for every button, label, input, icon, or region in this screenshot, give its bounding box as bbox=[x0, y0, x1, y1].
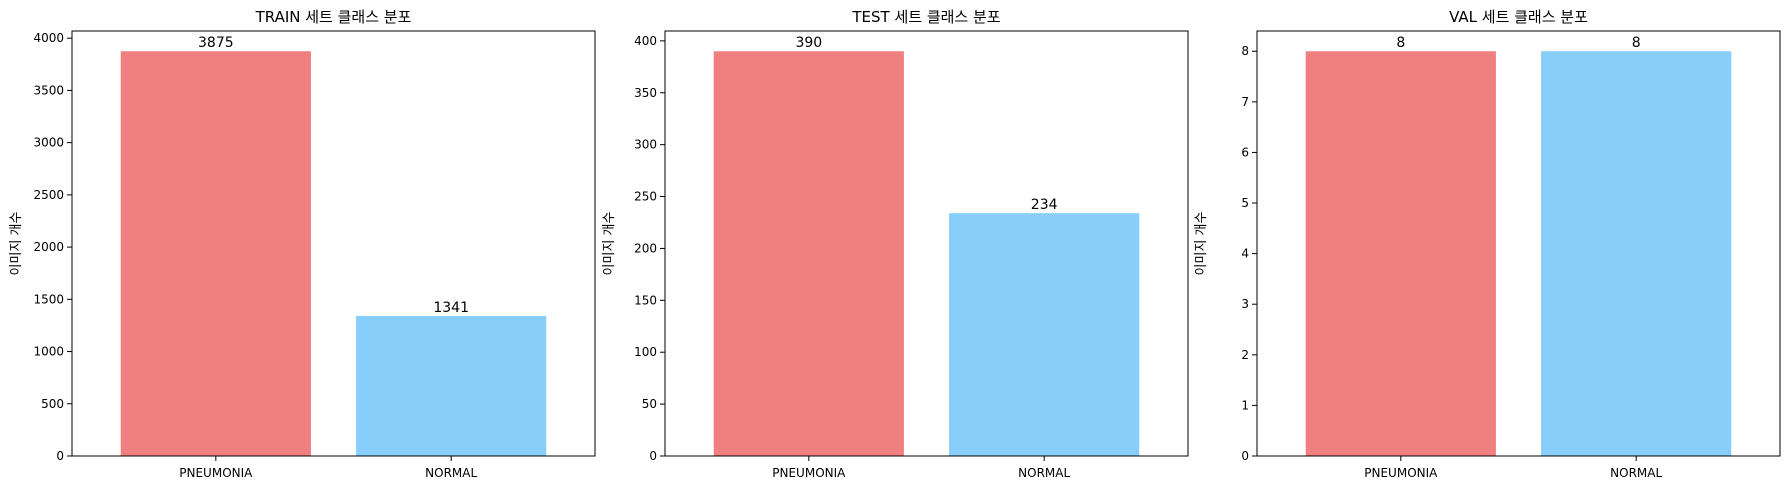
bar-pneumonia bbox=[120, 51, 311, 456]
y-tick-label: 400 bbox=[634, 34, 657, 48]
y-tick-label: 50 bbox=[642, 397, 657, 411]
y-tick-label: 5 bbox=[1241, 196, 1249, 210]
chart-title: TRAIN 세트 클래스 분포 bbox=[255, 8, 412, 26]
y-tick-label: 200 bbox=[634, 241, 657, 255]
axes-frame bbox=[71, 30, 596, 457]
data-label: 390 bbox=[795, 35, 822, 51]
y-tick-label: 7 bbox=[1241, 95, 1249, 109]
y-tick-label: 4 bbox=[1241, 247, 1249, 261]
y-axis-label: 이미지 개수 bbox=[602, 211, 617, 275]
y-tick-label: 2500 bbox=[33, 188, 64, 202]
y-tick-label: 0 bbox=[1241, 449, 1249, 463]
data-label: 234 bbox=[1031, 197, 1058, 213]
y-tick-label: 3000 bbox=[33, 136, 64, 150]
y-tick-label: 8 bbox=[1241, 44, 1249, 58]
x-tick-label: PNEUMONIA bbox=[772, 466, 846, 480]
chart-title: VAL 세트 클래스 분포 bbox=[1449, 8, 1588, 26]
y-axis-label: 이미지 개수 bbox=[9, 211, 24, 275]
x-tick-label: NORMAL bbox=[1610, 466, 1662, 480]
y-tick-label: 0 bbox=[649, 449, 657, 463]
axes-frame bbox=[1256, 30, 1781, 457]
y-tick-label: 500 bbox=[41, 397, 64, 411]
bar-normal bbox=[1541, 51, 1732, 456]
bar-pneumonia bbox=[713, 51, 904, 456]
y-tick-label: 350 bbox=[634, 86, 657, 100]
y-tick-label: 3 bbox=[1241, 297, 1249, 311]
bar-pneumonia bbox=[1305, 51, 1496, 456]
data-label: 8 bbox=[1632, 35, 1641, 51]
x-tick-label: PNEUMONIA bbox=[179, 466, 253, 480]
y-tick-label: 300 bbox=[634, 138, 657, 152]
x-tick-label: NORMAL bbox=[425, 466, 477, 480]
x-tick-label: NORMAL bbox=[1018, 466, 1070, 480]
bar-normal bbox=[949, 213, 1140, 456]
y-tick-label: 100 bbox=[634, 345, 657, 359]
data-label: 3875 bbox=[198, 35, 234, 51]
y-tick-label: 4000 bbox=[33, 31, 64, 45]
bar-normal bbox=[356, 315, 547, 456]
y-tick-label: 0 bbox=[56, 449, 64, 463]
y-tick-label: 2000 bbox=[33, 240, 64, 254]
y-tick-label: 1500 bbox=[33, 292, 64, 306]
y-tick-label: 1000 bbox=[33, 345, 64, 359]
y-tick-label: 1 bbox=[1241, 398, 1249, 412]
y-tick-label: 6 bbox=[1241, 145, 1249, 159]
data-label: 1341 bbox=[433, 300, 469, 316]
y-axis-label: 이미지 개수 bbox=[1194, 211, 1209, 275]
chart-title: TEST 세트 클래스 분포 bbox=[851, 8, 1000, 26]
x-tick-label: PNEUMONIA bbox=[1364, 466, 1438, 480]
axes-frame bbox=[664, 30, 1189, 457]
y-tick-label: 250 bbox=[634, 190, 657, 204]
data-label: 8 bbox=[1396, 35, 1405, 51]
y-tick-label: 150 bbox=[634, 293, 657, 307]
y-tick-label: 3500 bbox=[33, 83, 64, 97]
y-tick-label: 2 bbox=[1241, 348, 1249, 362]
